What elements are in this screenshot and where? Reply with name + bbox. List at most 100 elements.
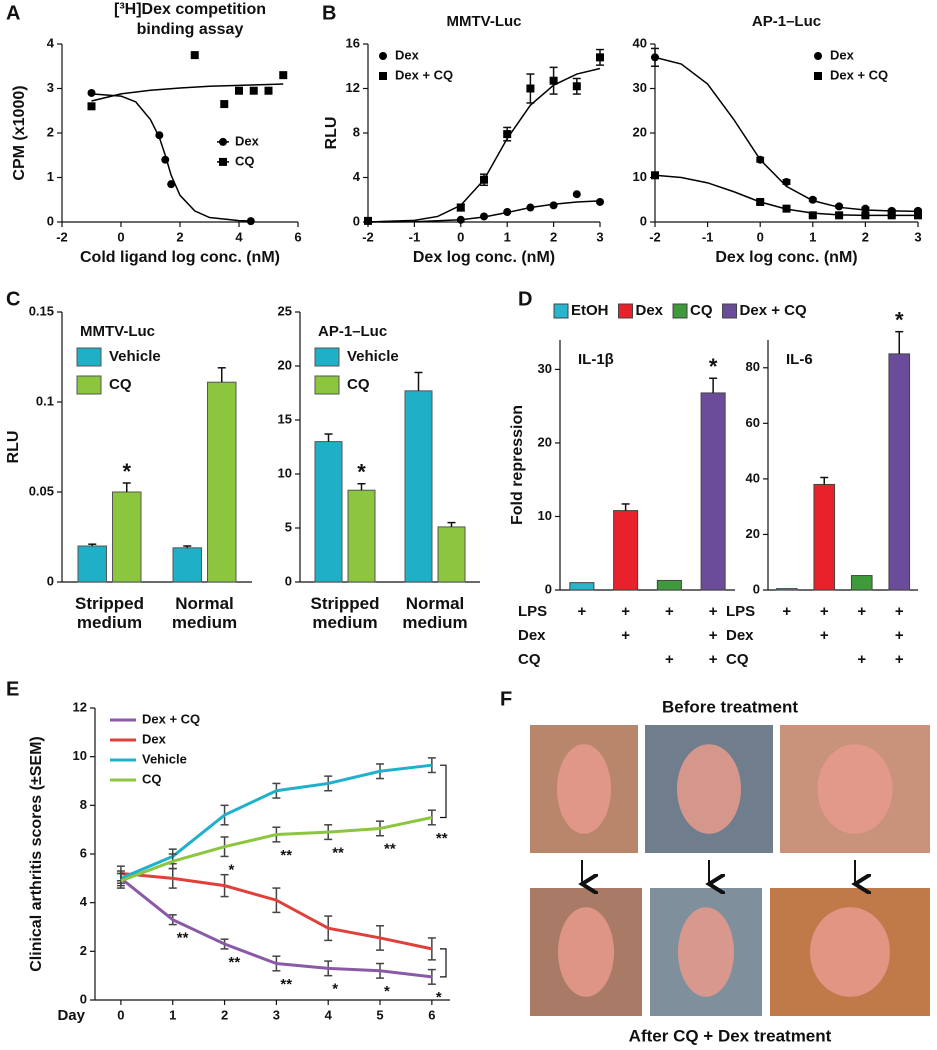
legend-label: CQ	[109, 376, 132, 393]
condition-mark: +	[665, 603, 674, 620]
y-tick-label: 2	[80, 943, 87, 958]
y-tick-label: 3	[47, 80, 54, 95]
condition-label: LPS	[518, 603, 547, 620]
y-axis-label: CPM (x1000)	[11, 85, 28, 180]
fit-line	[91, 83, 284, 102]
panel-label: F	[500, 688, 512, 710]
condition-label: Dex	[518, 627, 546, 644]
marker	[782, 204, 791, 213]
legend-label: Dex + CQ	[740, 302, 807, 319]
marker	[861, 204, 870, 213]
condition-label: LPS	[726, 603, 755, 620]
marker	[596, 197, 604, 206]
chart-title: IL-1β	[578, 351, 614, 368]
legend-label: CQ	[142, 771, 162, 786]
y-tick-label: 15	[278, 411, 292, 426]
x-axis-label: Dex log conc. (nM)	[715, 249, 857, 266]
fit-line	[654, 56, 919, 213]
paw	[677, 744, 741, 834]
significance: *	[357, 460, 366, 485]
y-tick-label: 2	[47, 124, 54, 139]
x-tick-label: -1	[702, 229, 714, 244]
legend-swatch	[76, 347, 102, 367]
x-tick-label: -2	[362, 229, 374, 244]
marker	[480, 175, 488, 184]
y-tick-label: 10	[73, 748, 87, 763]
significance: **	[332, 844, 344, 861]
panel-label: E	[6, 678, 19, 700]
condition-label: Dex	[726, 627, 754, 644]
y-tick-label: 12	[346, 80, 360, 95]
condition-mark: +	[709, 651, 718, 668]
paw	[817, 744, 893, 834]
significance: *	[229, 861, 235, 878]
line	[120, 871, 433, 951]
fit-line	[367, 67, 601, 223]
legend-swatch	[722, 303, 738, 319]
marker	[651, 53, 659, 62]
chart-title: MMTV-Luc	[80, 323, 155, 340]
y-tick-label: 0	[353, 213, 360, 228]
y-tick-label: 8	[353, 124, 360, 139]
significance: **	[280, 976, 292, 993]
bar	[404, 390, 433, 583]
marker	[235, 86, 243, 95]
line	[120, 816, 433, 883]
x-tick-label: -1	[409, 229, 421, 244]
bar	[850, 575, 873, 591]
chart-title: binding assay	[136, 21, 244, 38]
bar	[569, 582, 595, 591]
y-tick-label: 60	[746, 415, 760, 430]
bar	[207, 381, 237, 583]
x-tick-label: 1	[504, 229, 511, 244]
legend-label: CQ	[347, 376, 370, 393]
caption: After CQ + Dex treatment	[629, 1026, 832, 1045]
legend-swatch	[76, 375, 102, 395]
bar	[813, 483, 836, 591]
paw	[810, 907, 890, 997]
y-axis-label: RLU	[323, 117, 340, 150]
y-tick-label: 0.05	[29, 483, 54, 498]
legend-label: Dex + CQ	[395, 67, 453, 82]
marker	[503, 130, 512, 139]
y-tick-label: 30	[633, 80, 647, 95]
condition-mark: +	[782, 603, 791, 620]
condition-mark: +	[857, 651, 866, 668]
panel-label: B	[322, 2, 336, 24]
legend-swatch	[314, 347, 340, 367]
marker	[572, 82, 581, 91]
x-tick-label: 3	[596, 229, 603, 244]
bar	[77, 545, 107, 583]
legend-label: Dex	[395, 47, 420, 62]
marker	[220, 100, 229, 109]
bar	[775, 588, 798, 591]
chart-title: MMTV-Luc	[447, 13, 522, 30]
condition-mark: +	[857, 603, 866, 620]
y-axis-label: RLU	[5, 431, 22, 464]
significance: *	[122, 459, 131, 484]
x-tick-label: Normal medium	[171, 594, 238, 632]
x-tick-label: 6	[294, 229, 301, 244]
bar	[656, 579, 682, 591]
y-tick-label: 0	[285, 573, 292, 588]
marker	[161, 155, 170, 164]
legend-label: Dex + CQ	[830, 67, 888, 82]
marker	[456, 203, 465, 212]
marker	[167, 180, 176, 189]
x-tick-label: 2	[550, 229, 557, 244]
marker	[190, 51, 199, 60]
marker	[379, 72, 387, 80]
marker	[814, 72, 822, 80]
x-tick-label: 0	[757, 229, 764, 244]
caption: Before treatment	[662, 697, 798, 716]
x-tick-label: -2	[56, 229, 68, 244]
bar	[314, 441, 343, 583]
condition-mark: +	[895, 651, 904, 668]
x-tick-label: Stripped medium	[310, 594, 380, 632]
marker	[808, 211, 817, 220]
marker	[526, 203, 535, 212]
fit-line	[91, 93, 254, 222]
y-tick-label: 1	[47, 169, 54, 184]
x-tick-label: 3	[914, 229, 921, 244]
